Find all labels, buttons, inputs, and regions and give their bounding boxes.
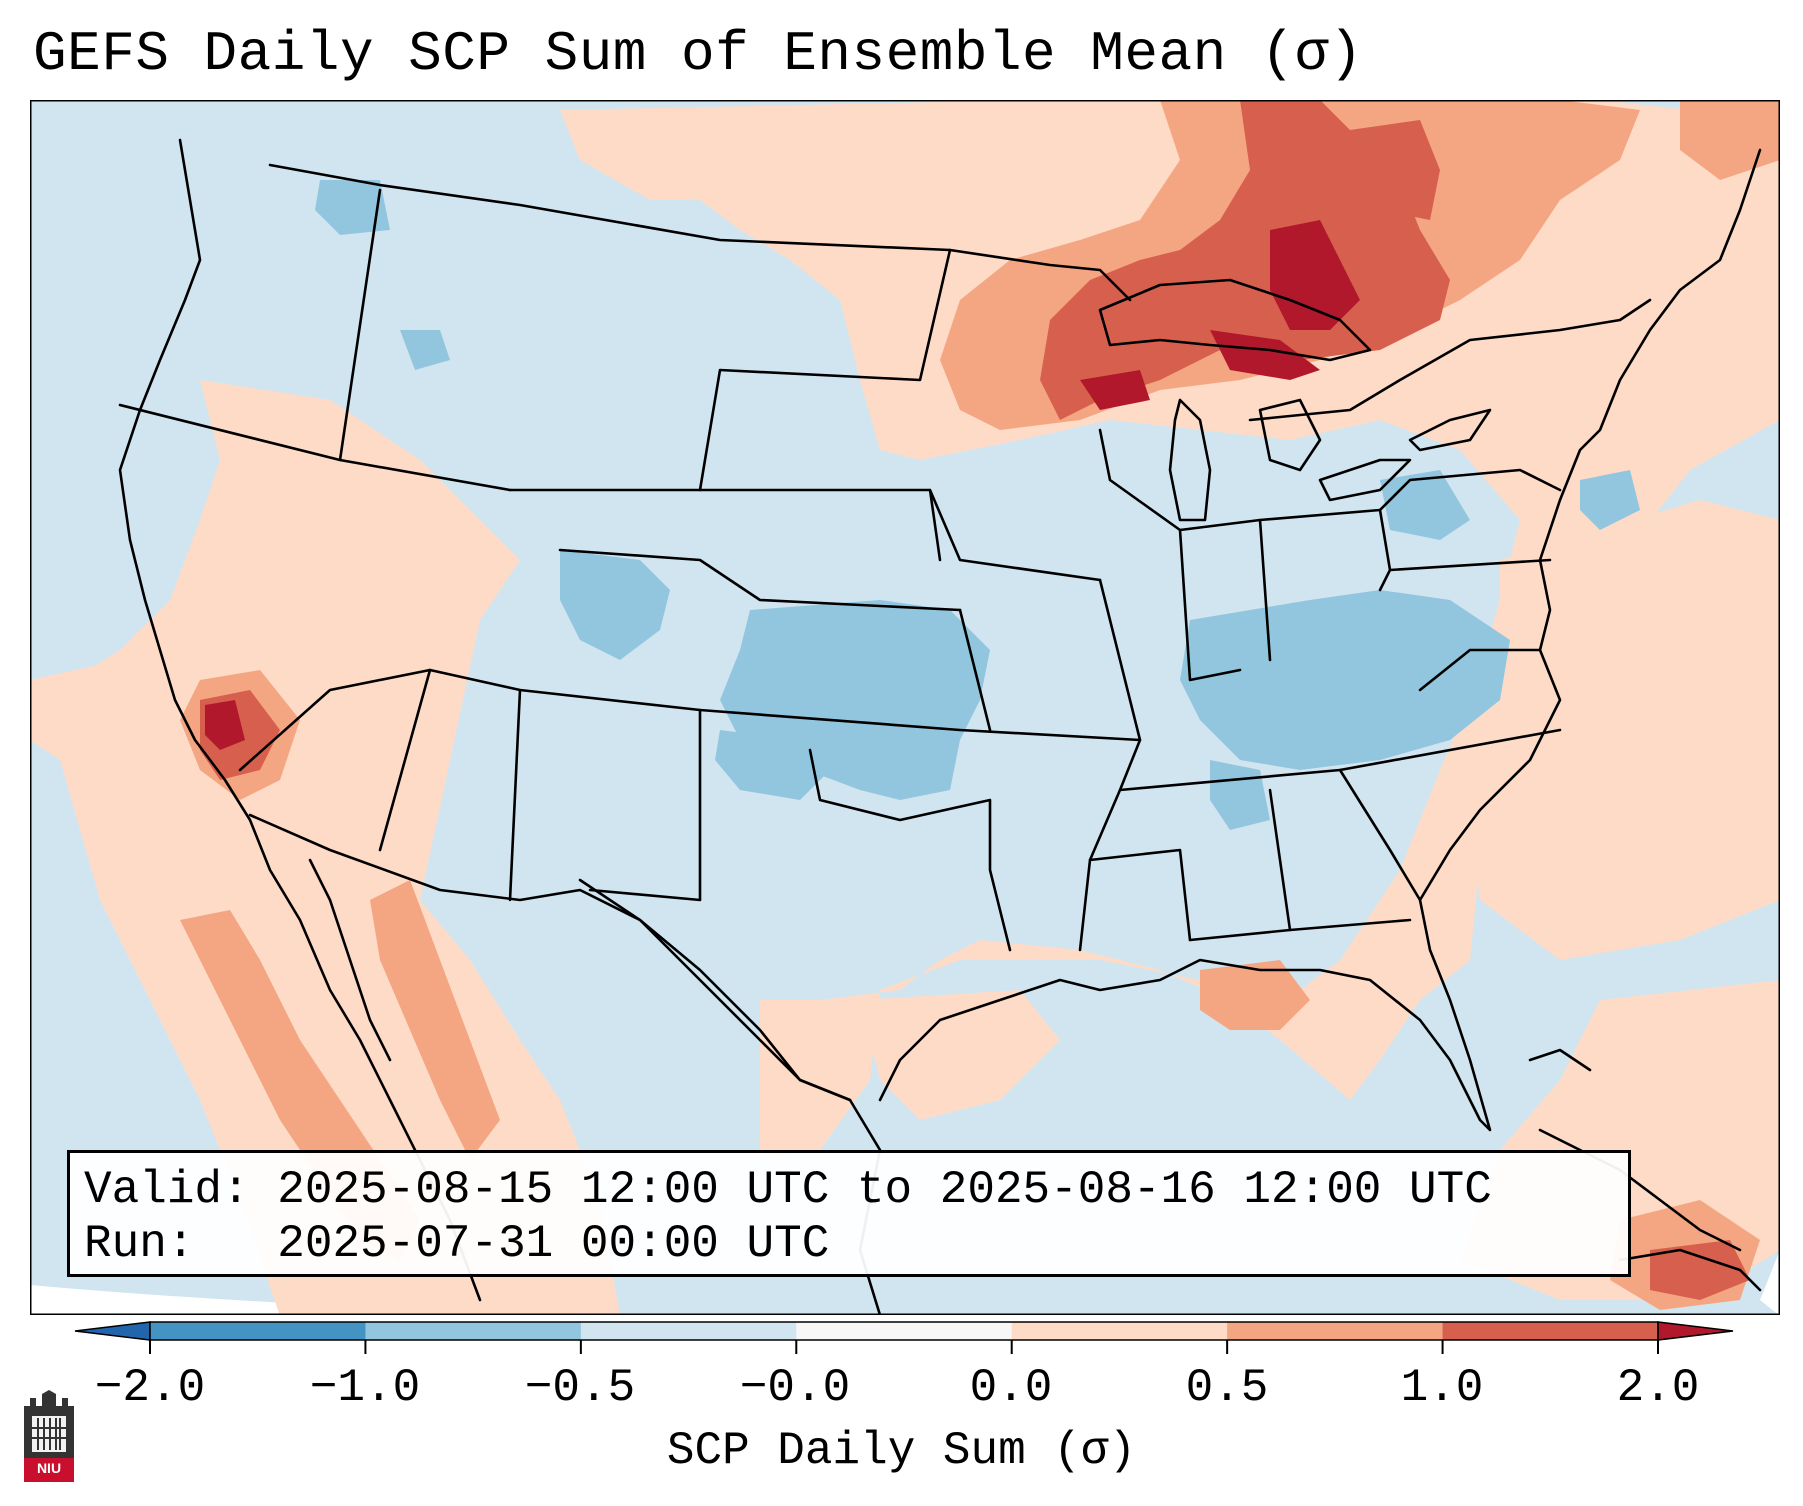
- state-border: [1178, 468, 1562, 532]
- boundaries: [118, 138, 1762, 1315]
- state-border: [1258, 518, 1272, 662]
- state-border: [1178, 528, 1242, 682]
- anomaly-region: [560, 100, 1780, 1160]
- state-border: [928, 488, 942, 562]
- coastline: [878, 148, 1762, 1132]
- colorbar-under-extension: [74, 1321, 151, 1341]
- state-border: [378, 668, 432, 852]
- anomaly-region: [1180, 590, 1510, 770]
- lake-shore: [1168, 398, 1212, 522]
- anomaly-region: [370, 880, 500, 1160]
- state-border: [1338, 768, 1422, 902]
- run-line: Run: 2025-07-31 00:00 UTC: [84, 1218, 830, 1270]
- colorbar: [74, 1321, 1734, 1354]
- anomaly-regions: [30, 100, 1780, 1315]
- colorbar-bin: [796, 1322, 1013, 1340]
- coastline: [308, 858, 392, 1062]
- state-border: [338, 188, 382, 462]
- colorbar-tick-label: 0.0: [969, 1362, 1053, 1414]
- colorbar-over-extension: [1657, 1321, 1734, 1341]
- anomaly-region: [1350, 120, 1440, 220]
- colorbar-tick-label: −0.0: [739, 1362, 851, 1414]
- state-border: [1098, 428, 1182, 532]
- state-border: [1388, 558, 1552, 572]
- anomaly-region: [1080, 370, 1150, 410]
- coastline: [1538, 1128, 1742, 1252]
- state-border: [698, 488, 1102, 582]
- colorbar-bin: [150, 1322, 366, 1340]
- valid-time-box: Valid: 2025-08-15 12:00 UTC to 2025-08-1…: [67, 1150, 1631, 1277]
- anomaly-region: [1470, 500, 1780, 960]
- anomaly-region: [30, 660, 150, 760]
- anomaly-region: [1270, 220, 1360, 330]
- anomaly-region: [860, 990, 1060, 1120]
- map-area: [30, 100, 1780, 1315]
- colorbar-bin: [580, 1322, 797, 1340]
- anomaly-region: [205, 700, 245, 750]
- state-border: [1088, 848, 1192, 942]
- coastline: [1618, 1248, 1762, 1292]
- colorbar-tick-label: 0.5: [1185, 1362, 1269, 1414]
- colorbar-tick-label: −1.0: [309, 1362, 421, 1414]
- colorbar-tick-label: −2.0: [94, 1362, 206, 1414]
- colorbar-frame: [149, 1321, 1659, 1341]
- anomaly-region: [715, 730, 830, 800]
- state-border: [1418, 648, 1542, 692]
- colorbar-bin: [1442, 1322, 1659, 1340]
- colorbar-bin: [365, 1322, 582, 1340]
- outside-domain-region: [30, 1285, 570, 1315]
- state-border: [808, 748, 1012, 952]
- anomaly-region: [400, 330, 450, 370]
- state-border: [958, 608, 992, 732]
- anomaly-region: [1210, 330, 1320, 380]
- valid-line: Valid: 2025-08-15 12:00 UTC to 2025-08-1…: [84, 1164, 1492, 1216]
- colorbar-tick-label: 1.0: [1400, 1362, 1484, 1414]
- lake-shore: [1318, 458, 1412, 502]
- colorbar-tick-label: −0.5: [524, 1362, 636, 1414]
- state-border: [558, 548, 962, 612]
- country-border: [268, 163, 1132, 302]
- outside-domain-region-right: [1760, 1250, 1780, 1315]
- niu-logo-text: NIU: [36, 1460, 62, 1476]
- anomaly-region: [560, 550, 670, 660]
- colorbar-tick-label: 2.0: [1616, 1362, 1700, 1414]
- lake-shore: [1408, 408, 1492, 452]
- country-border: [1248, 298, 1652, 422]
- lake-shore: [1098, 278, 1372, 362]
- state-border: [508, 248, 952, 492]
- country-border: [248, 813, 852, 1102]
- anomaly-region: [1040, 100, 1450, 420]
- state-border: [508, 688, 522, 902]
- niu-logo-icon: [24, 1390, 74, 1482]
- colorbar-bin: [1011, 1322, 1228, 1340]
- state-border: [1268, 788, 1292, 932]
- lake-shore: [1258, 398, 1322, 472]
- anomaly-region: [1650, 1240, 1750, 1300]
- figure-title: GEFS Daily SCP Sum of Ensemble Mean (σ): [33, 22, 1364, 86]
- state-border: [588, 708, 702, 902]
- colorbar-label: SCP Daily Sum (σ): [666, 1425, 1137, 1477]
- anomaly-region: [315, 180, 390, 235]
- anomaly-region: [1580, 470, 1640, 530]
- anomaly-region: [1200, 960, 1310, 1030]
- coastline: [118, 138, 482, 1302]
- coastline: [1528, 1048, 1592, 1072]
- anomaly-region: [1680, 100, 1780, 180]
- colorbar-bin: [1227, 1322, 1444, 1340]
